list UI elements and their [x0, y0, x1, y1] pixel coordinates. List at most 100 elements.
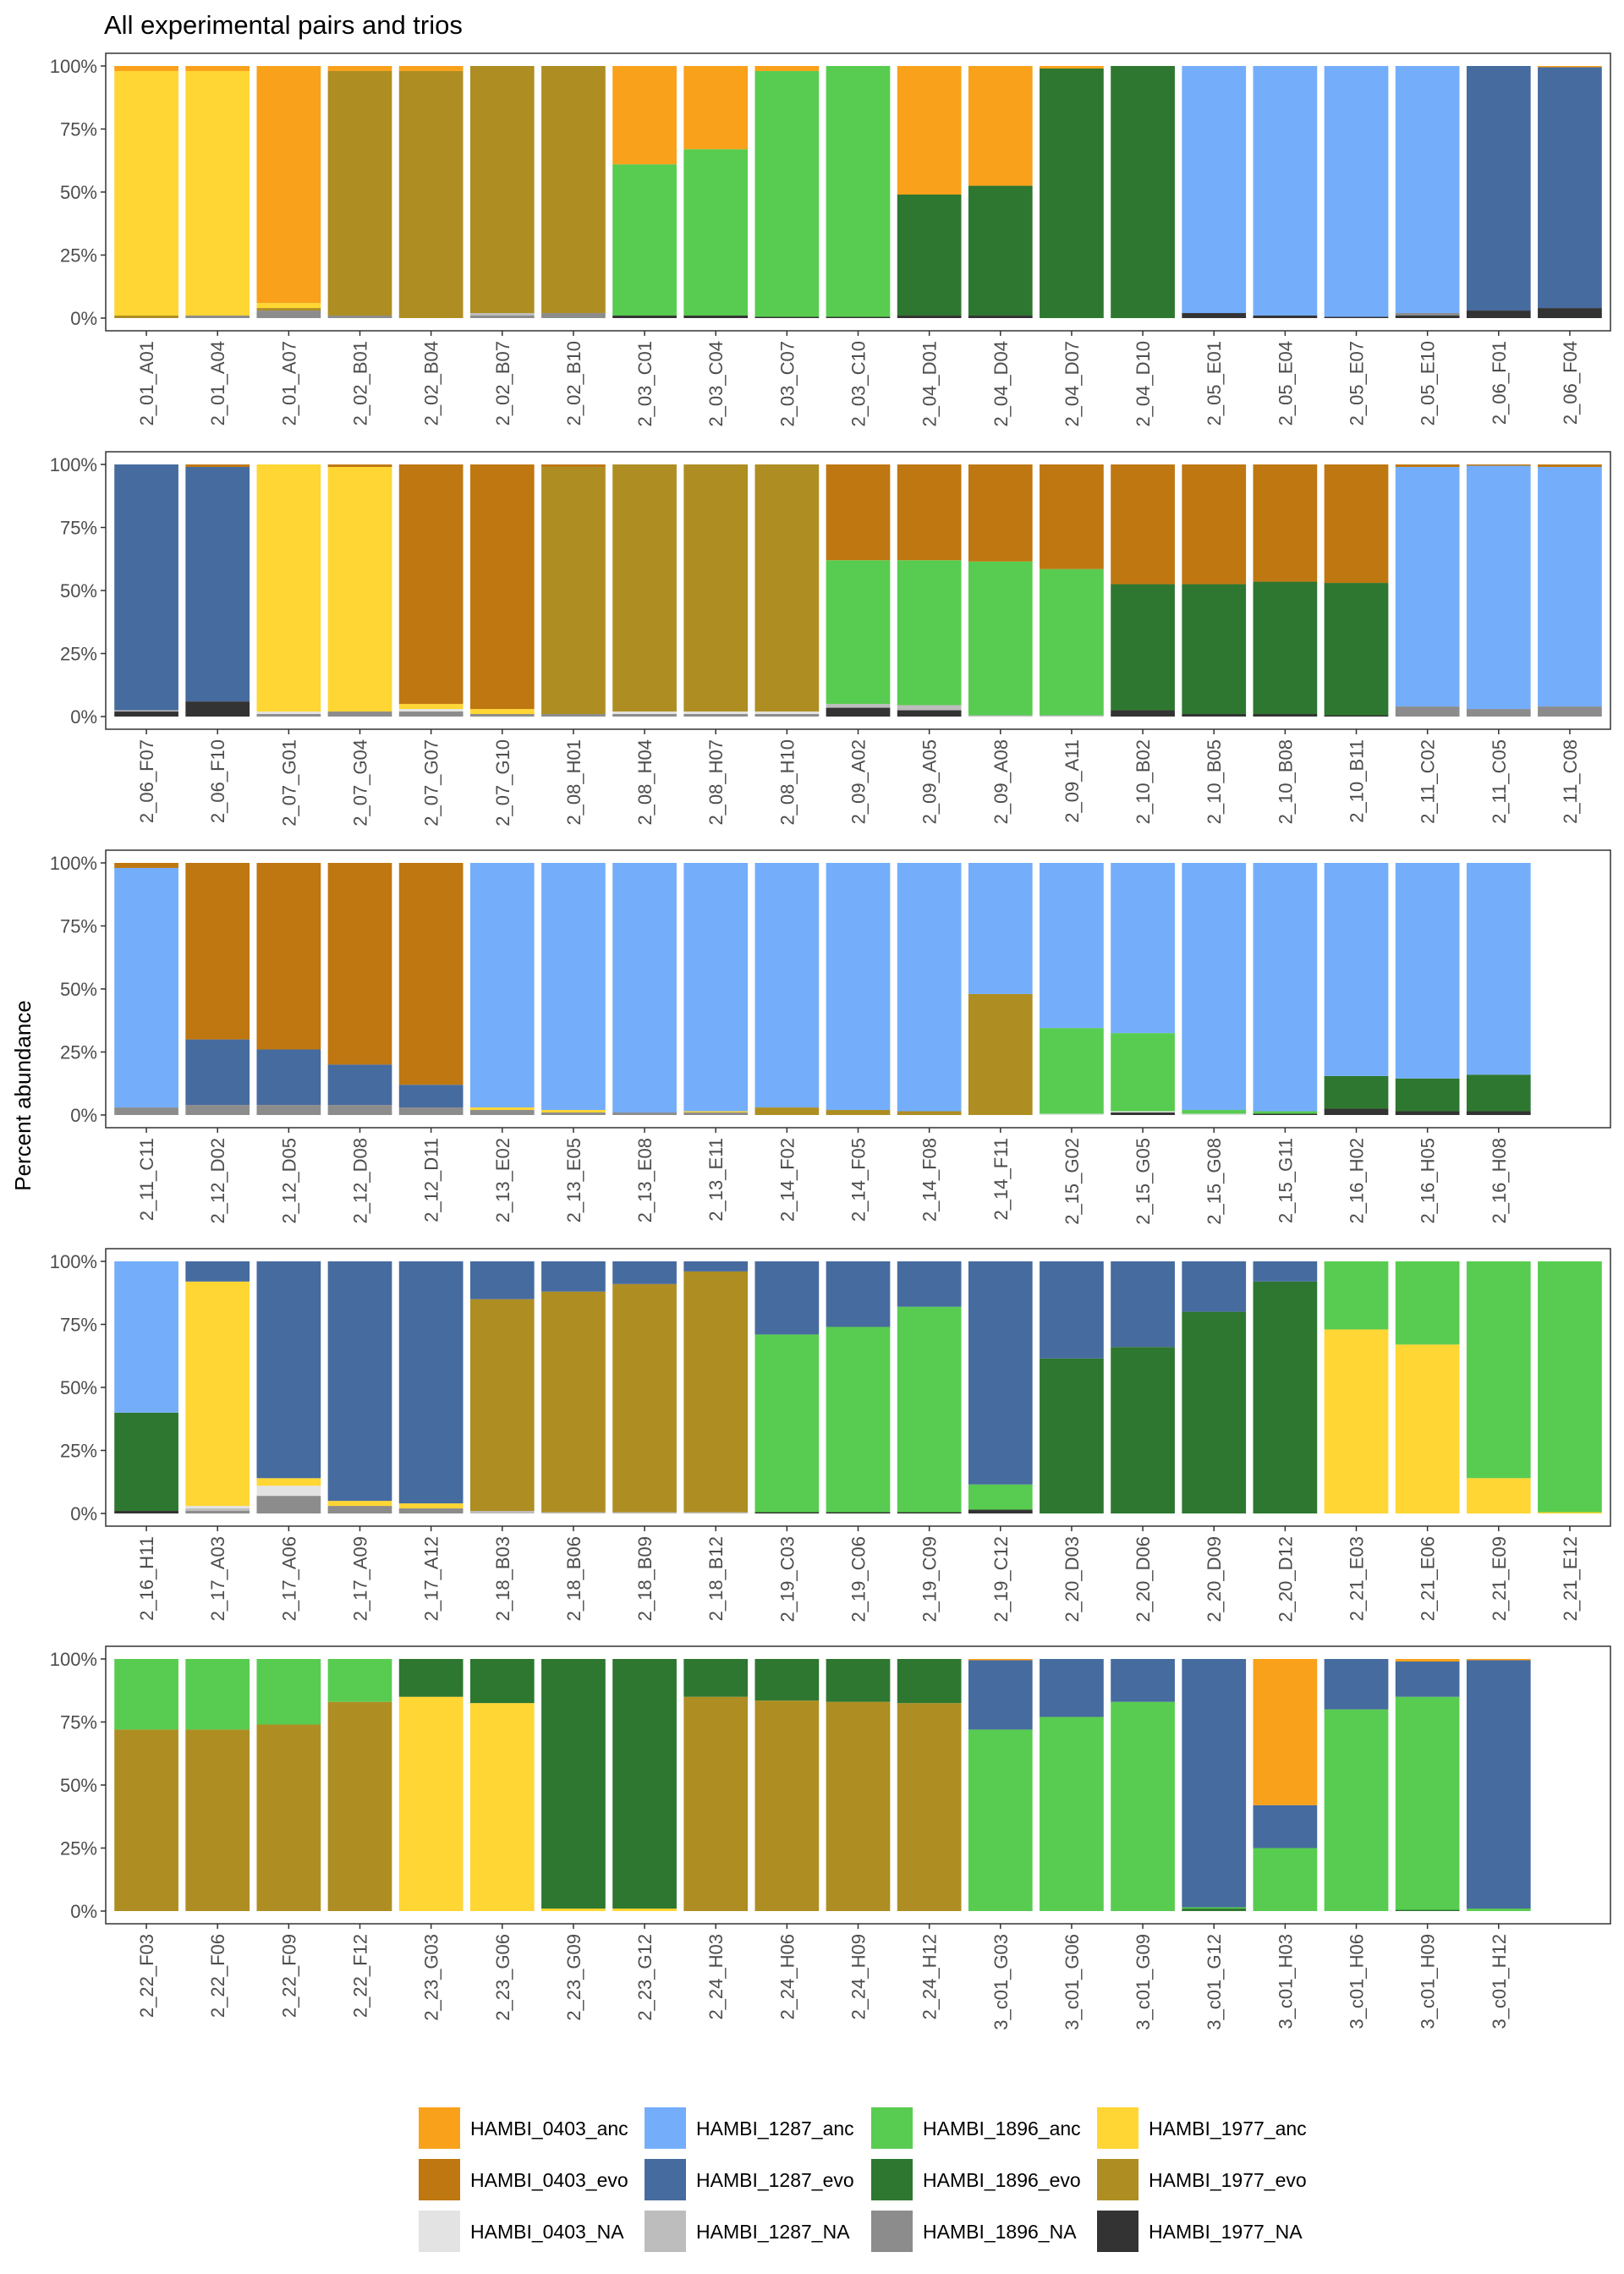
x-tick-label: 2_23_G03 [421, 1934, 442, 2021]
x-tick-label: 2_07_G04 [350, 739, 371, 827]
x-tick-label: 2_20_D03 [1062, 1536, 1083, 1623]
bar-segment-HAMBI_1896_NA [541, 313, 606, 318]
x-tick-label: 3_c01_H03 [1275, 1934, 1296, 2030]
bar-segment-HAMBI_1896_evo [1040, 68, 1104, 318]
bar-segment-HAMBI_1896_evo [1324, 1075, 1389, 1109]
legend: HAMBI_0403_anc HAMBI_1287_anc HAMBI_1896_a… [419, 2107, 1307, 2252]
bar-segment-HAMBI_1896_NA [469, 714, 535, 717]
bar-segment-HAMBI_1896_anc [754, 1334, 820, 1513]
bar-2_17_A12 [398, 1261, 464, 1513]
x-tick-label: 2_20_D06 [1133, 1536, 1154, 1623]
bar-segment-HAMBI_1896_NA [185, 316, 250, 318]
legend-item-HAMBI_0403_evo: HAMBI_0403_evo [419, 2159, 628, 2200]
bar-segment-HAMBI_0403_anc [968, 66, 1033, 186]
bar-segment-HAMBI_1287_anc [1324, 863, 1389, 1076]
bar-segment-HAMBI_1896_anc [968, 561, 1033, 716]
bar-segment-HAMBI_1977_NA [185, 701, 250, 717]
bar-2_07_G10 [469, 464, 535, 717]
bar-2_17_A03 [185, 1261, 250, 1513]
bar-segment-HAMBI_1287_NA [469, 1511, 535, 1513]
x-tick-label: 2_21_E12 [1560, 1536, 1581, 1621]
bar-segment-HAMBI_0403_anc [256, 66, 321, 304]
bar-2_05_E04 [1253, 66, 1318, 318]
bar-segment-HAMBI_1287_evo [185, 466, 250, 702]
bar-segment-HAMBI_1896_anc [1040, 568, 1104, 716]
bar-2_11_C02 [1395, 464, 1460, 717]
bar-segment-HAMBI_1977_evo [826, 1701, 891, 1911]
bar-segment-HAMBI_1896_evo [541, 1659, 606, 1909]
bar-segment-HAMBI_0403_anc [398, 66, 464, 71]
bar-2_06_F01 [1466, 66, 1531, 318]
bar-segment-HAMBI_0403_evo [826, 464, 891, 561]
bar-segment-HAMBI_1896_NA [327, 1506, 392, 1513]
bar-segment-HAMBI_0403_NA [256, 711, 321, 715]
bar-segment-HAMBI_1287_anc [114, 1261, 178, 1413]
legend-label: HAMBI_1977_anc [1149, 2117, 1307, 2139]
bar-segment-HAMBI_1896_NA [327, 1105, 392, 1115]
legend-swatch [1097, 2211, 1138, 2252]
x-tick-label: 2_13_E05 [563, 1138, 584, 1222]
bar-3_c01_G06 [1040, 1659, 1104, 1911]
bar-2_08_H04 [612, 464, 677, 717]
bar-2_04_D10 [1111, 66, 1175, 318]
x-tick-label: 2_11_C08 [1560, 739, 1581, 824]
x-tick-label: 2_06_F10 [207, 739, 228, 823]
bar-segment-HAMBI_0403_anc [1253, 1659, 1318, 1805]
x-tick-label: 2_24_H12 [919, 1934, 941, 2020]
bar-segment-HAMBI_0403_evo [1182, 464, 1247, 585]
bar-segment-HAMBI_1977_anc [398, 1503, 464, 1509]
bar-2_24_H06 [754, 1659, 820, 1911]
bar-segment-HAMBI_1896_evo [398, 1659, 464, 1697]
bar-segment-HAMBI_1287_evo [1182, 1261, 1247, 1312]
bar-segment-HAMBI_1287_anc [1395, 863, 1460, 1079]
bar-segment-HAMBI_1977_anc [327, 466, 392, 712]
bar-segment-HAMBI_1287_anc [1538, 466, 1602, 707]
bar-segment-HAMBI_1287_NA [826, 704, 891, 708]
y-tick-label: 25% [60, 245, 97, 266]
bar-2_23_G06 [469, 1659, 535, 1911]
x-tick-label: 2_12_D11 [421, 1138, 442, 1222]
bar-segment-HAMBI_1896_anc [256, 1659, 321, 1725]
y-tick-label: 100% [50, 454, 97, 475]
bar-2_02_B07 [469, 66, 535, 318]
bar-2_18_B03 [469, 1261, 535, 1513]
bar-2_23_G03 [398, 1659, 464, 1911]
x-tick-label: 3_c01_H06 [1347, 1934, 1368, 2030]
bar-3_c01_H12 [1466, 1659, 1531, 1911]
bar-segment-HAMBI_1896_NA [256, 714, 321, 717]
legend-label: HAMBI_1896_NA [923, 2221, 1077, 2243]
bar-segment-HAMBI_1287_anc [1253, 66, 1318, 316]
bar-segment-HAMBI_1977_anc [185, 1281, 250, 1507]
y-tick-label: 0% [70, 706, 97, 728]
bar-segment-HAMBI_0403_evo [541, 464, 606, 467]
bar-segment-HAMBI_1287_evo [1253, 1261, 1318, 1282]
x-tick-label: 2_10_B11 [1347, 739, 1368, 823]
bar-2_05_E07 [1324, 66, 1389, 318]
bar-2_16_H08 [1466, 863, 1531, 1115]
bar-segment-HAMBI_0403_anc [1466, 1659, 1531, 1661]
bar-2_18_B12 [683, 1261, 749, 1513]
y-axis-label: Percent abundance [10, 1000, 36, 1191]
bar-segment-HAMBI_0403_anc [185, 66, 250, 71]
bar-segment-HAMBI_1896_anc [1182, 1110, 1247, 1114]
legend-item-HAMBI_0403_NA: HAMBI_0403_NA [419, 2211, 624, 2252]
bar-segment-HAMBI_1896_evo [1253, 581, 1318, 715]
bar-segment-HAMBI_1896_anc [826, 66, 891, 317]
bar-segment-HAMBI_1977_evo [968, 993, 1033, 1115]
bar-segment-HAMBI_0403_anc [1395, 1659, 1460, 1662]
x-tick-label: 2_17_A09 [350, 1536, 371, 1621]
x-tick-label: 2_03_C04 [705, 341, 727, 427]
bar-segment-HAMBI_1287_evo [398, 1261, 464, 1504]
x-tick-label: 2_19_C03 [776, 1536, 798, 1623]
bar-segment-HAMBI_1896_NA [114, 1107, 178, 1115]
x-tick-label: 2_13_E08 [634, 1138, 656, 1222]
x-tick-label: 2_11_C02 [1418, 739, 1439, 824]
bar-2_03_C07 [754, 66, 820, 318]
x-tick-label: 2_23_G06 [492, 1934, 513, 2021]
legend-item-HAMBI_1287_NA: HAMBI_1287_NA [645, 2211, 850, 2252]
x-tick-label: 2_16_H08 [1489, 1138, 1510, 1224]
bar-segment-HAMBI_1896_anc [754, 70, 820, 317]
legend-swatch [645, 2107, 686, 2149]
bar-segment-HAMBI_1896_anc [1111, 1701, 1175, 1911]
bar-segment-HAMBI_1287_anc [1324, 66, 1389, 317]
